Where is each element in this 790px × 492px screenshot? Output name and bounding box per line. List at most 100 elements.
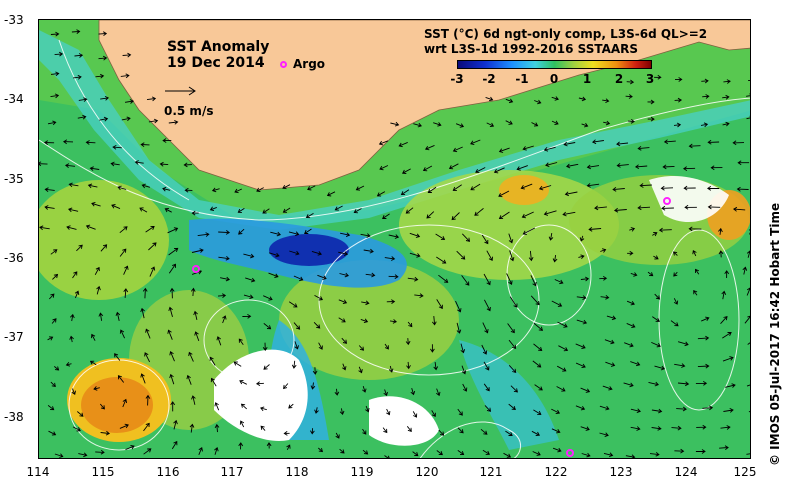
current-arrow: [77, 411, 84, 417]
current-arrow: [405, 207, 414, 214]
current-arrow: [630, 361, 641, 367]
current-arrow: [580, 276, 590, 282]
current-arrow: [74, 53, 84, 58]
current-arrow: [270, 231, 281, 237]
current-arrow: [718, 227, 723, 235]
current-arrow: [100, 95, 109, 101]
current-arrow: [693, 289, 698, 296]
current-arrow: [140, 142, 150, 148]
current-arrow: [184, 187, 193, 193]
current-arrow: [304, 228, 312, 234]
warm-spot-centre: [499, 175, 549, 205]
lat-label-37: -37: [4, 330, 24, 344]
current-arrow: [85, 224, 96, 230]
current-arrow: [543, 146, 556, 152]
current-arrow: [87, 183, 98, 189]
current-arrow: [360, 318, 369, 324]
current-arrow: [436, 388, 441, 397]
map-date: 19 Dec 2014: [167, 55, 265, 71]
current-arrow: [616, 141, 629, 147]
current-arrow: [427, 186, 437, 193]
current-arrow: [125, 444, 135, 451]
current-arrow: [480, 428, 488, 435]
current-arrow: [100, 430, 111, 436]
current-arrow: [483, 273, 491, 286]
current-arrow: [623, 382, 634, 388]
current-arrow: [171, 440, 178, 450]
current-arrow: [736, 186, 749, 192]
current-arrow: [121, 116, 131, 122]
current-arrow: [120, 73, 130, 79]
scale-arrow-icon: [165, 86, 196, 96]
current-arrow: [483, 361, 490, 371]
current-arrow: [556, 365, 567, 372]
current-arrow: [721, 290, 727, 300]
current-arrow: [68, 207, 79, 213]
current-arrow: [676, 406, 687, 412]
current-arrow: [724, 270, 730, 279]
current-arrow: [389, 319, 398, 324]
current-arrow: [562, 211, 576, 217]
current-arrow: [62, 139, 74, 145]
current-arrow: [746, 115, 750, 120]
current-arrow: [624, 342, 634, 348]
current-arrow: [149, 266, 156, 277]
current-arrow: [282, 207, 291, 213]
current-arrow: [376, 191, 386, 197]
argo-float[interactable]: [566, 449, 574, 457]
current-arrow: [522, 145, 534, 151]
current-arrow: [39, 161, 48, 167]
current-arrow: [588, 226, 602, 232]
current-arrow: [652, 232, 658, 237]
current-arrow: [747, 342, 750, 345]
argo-float[interactable]: [663, 197, 671, 205]
current-arrow: [436, 256, 447, 264]
current-arrow: [164, 208, 172, 213]
current-arrow: [748, 79, 750, 82]
lat-label-35: -35: [4, 172, 24, 186]
argo-float[interactable]: [192, 265, 200, 273]
current-arrow: [406, 361, 411, 370]
current-arrow: [586, 183, 600, 188]
current-arrow: [44, 205, 55, 210]
current-arrow: [260, 406, 267, 412]
current-arrow: [410, 387, 416, 396]
current-arrow: [746, 287, 750, 296]
current-arrow: [233, 361, 242, 367]
current-arrow: [732, 140, 745, 146]
current-arrow: [234, 188, 242, 194]
current-arrow: [365, 405, 370, 413]
current-arrow: [606, 315, 617, 321]
current-arrow: [283, 383, 289, 390]
current-arrow: [455, 300, 462, 313]
current-arrow: [400, 189, 410, 196]
current-arrow: [697, 335, 710, 341]
current-arrow: [50, 31, 60, 37]
current-arrow: [575, 343, 586, 349]
current-arrow: [552, 255, 558, 263]
colorbar-tick: 0: [549, 72, 559, 86]
current-arrow: [505, 120, 513, 125]
current-arrow: [193, 310, 198, 321]
current-arrow: [291, 360, 297, 369]
current-arrow: [314, 407, 319, 414]
current-arrow: [159, 161, 169, 167]
current-arrow: [723, 79, 731, 84]
current-arrow: [426, 211, 435, 219]
current-arrow: [190, 287, 196, 297]
sst-anomaly-map[interactable]: [38, 19, 751, 459]
current-arrow: [407, 276, 419, 282]
current-arrow: [566, 163, 579, 169]
current-arrow: [482, 449, 490, 455]
current-arrow: [530, 275, 537, 287]
current-arrow: [243, 294, 254, 300]
current-arrow: [382, 427, 388, 434]
current-arrow: [66, 225, 77, 230]
current-arrow: [355, 185, 365, 191]
colorbar: [457, 60, 652, 69]
current-arrow: [378, 140, 389, 146]
current-arrow: [493, 167, 505, 174]
current-arrow: [742, 266, 748, 275]
lon-label-120: 120: [415, 465, 439, 479]
current-arrow: [384, 343, 389, 350]
